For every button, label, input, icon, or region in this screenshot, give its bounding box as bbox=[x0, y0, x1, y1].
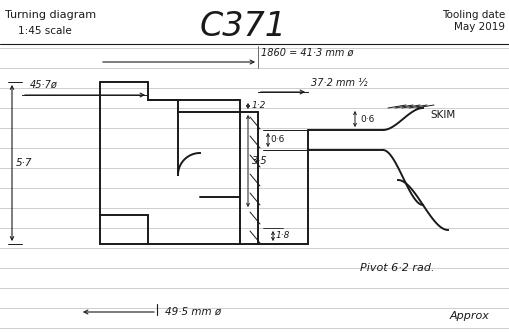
Text: 1:45 scale: 1:45 scale bbox=[18, 26, 72, 36]
Text: Turning diagram: Turning diagram bbox=[5, 10, 96, 20]
Text: C371: C371 bbox=[200, 10, 287, 43]
Text: 1860 = 41·3 mm ø: 1860 = 41·3 mm ø bbox=[261, 48, 353, 58]
Text: SKIM: SKIM bbox=[429, 110, 455, 120]
Text: 5·7: 5·7 bbox=[16, 158, 33, 168]
Text: Pivot 6·2 rad.: Pivot 6·2 rad. bbox=[359, 263, 434, 273]
Text: Tooling date: Tooling date bbox=[441, 10, 504, 20]
Text: 49·5 mm ø: 49·5 mm ø bbox=[165, 307, 221, 317]
Text: Approx: Approx bbox=[449, 311, 489, 321]
Text: 3·5: 3·5 bbox=[251, 156, 267, 166]
Text: 1·2: 1·2 bbox=[251, 102, 266, 111]
Text: 37·2 mm ½: 37·2 mm ½ bbox=[310, 78, 367, 88]
Text: 0·6: 0·6 bbox=[269, 135, 284, 144]
Text: 0·6: 0·6 bbox=[359, 115, 374, 124]
Text: May 2019: May 2019 bbox=[453, 22, 504, 32]
Text: 45·7ø: 45·7ø bbox=[30, 80, 58, 90]
Text: 1·8: 1·8 bbox=[275, 231, 290, 240]
